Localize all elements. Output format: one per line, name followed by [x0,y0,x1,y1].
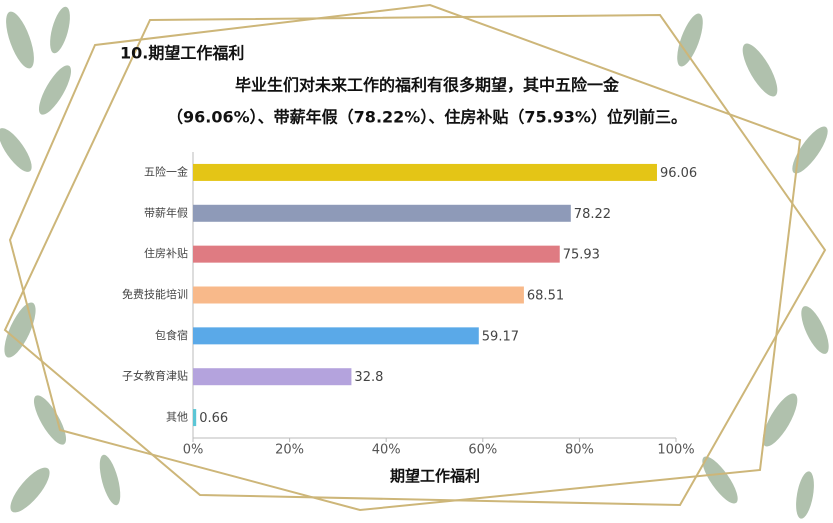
subtitle: 毕业生们对未来工作的福利有很多期望，其中五险一金 [235,76,620,95]
x-axis-label: 期望工作福利 [390,467,480,485]
bar [193,286,524,304]
x-tick-label: 100% [657,443,694,458]
value-label: 96.06 [660,166,697,181]
value-label: 0.66 [199,411,228,426]
bar [193,327,479,345]
x-tick-label: 60% [468,443,497,458]
y-tick-label: 其他 [166,411,188,424]
bar [193,368,352,386]
y-tick-label: 五险一金 [144,164,188,178]
bar [193,163,657,181]
value-label: 78.22 [574,207,611,222]
y-tick-label: 包食宿 [155,328,188,342]
bar [193,245,560,263]
bar [193,409,197,427]
bar [193,204,571,222]
x-tick-label: 40% [372,443,401,458]
y-tick-label: 住房补贴 [144,246,188,260]
chart-title: 10.期望工作福利 [120,44,244,63]
y-tick-label: 免费技能培训 [122,287,188,301]
value-label: 32.8 [354,370,383,385]
subtitle: （96.06%）、带薪年假（78.22%）、住房补贴（75.93%）位列前三。 [167,108,687,127]
y-tick-label: 带薪年假 [144,205,188,219]
value-label: 68.51 [527,289,564,304]
x-tick-label: 0% [183,443,204,458]
y-tick-label: 子女教育津贴 [122,369,188,383]
value-label: 75.93 [563,248,600,263]
x-tick-label: 80% [565,443,594,458]
x-tick-label: 20% [275,443,304,458]
decoration [0,3,829,519]
value-label: 59.17 [482,329,519,344]
